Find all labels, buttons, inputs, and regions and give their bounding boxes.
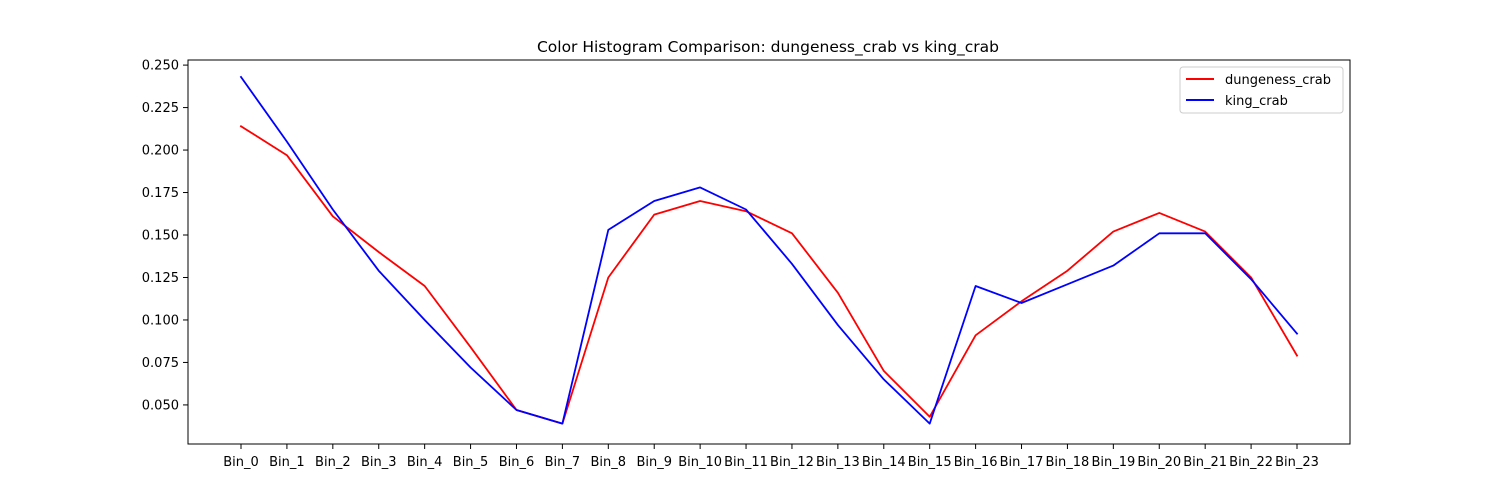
y-tick-label: 0.100 — [142, 313, 179, 328]
x-tick-label: Bin_2 — [315, 455, 351, 470]
series-line-dungeness-crab — [239, 125, 1299, 425]
y-tick-label: 0.200 — [142, 144, 179, 159]
y-tick-label: 0.075 — [142, 356, 179, 371]
x-tick-label: Bin_18 — [1046, 455, 1090, 470]
x-axis-ticks: Bin_0 Bin_1 Bin_2 Bin_3 Bin_4 Bin_5 Bin_6 Bin_7… — [223, 444, 1319, 470]
x-tick-label: Bin_23 — [1275, 455, 1319, 470]
x-tick-label: Bin_5 — [453, 455, 489, 470]
x-tick-label: Bin_12 — [770, 455, 814, 470]
x-tick-label: Bin_13 — [816, 455, 860, 470]
series-line-king-crab — [239, 75, 1299, 425]
x-tick-label: Bin_17 — [1000, 455, 1044, 470]
y-tick-label: 0.150 — [142, 229, 179, 244]
x-tick-label: Bin_7 — [545, 455, 581, 470]
plot-lines — [239, 75, 1299, 425]
x-tick-label: Bin_4 — [407, 455, 443, 470]
x-tick-label: Bin_14 — [862, 455, 906, 470]
x-tick-label: Bin_1 — [269, 455, 305, 470]
x-tick-label: Bin_19 — [1091, 455, 1135, 470]
x-tick-label: Bin_3 — [361, 455, 397, 470]
y-tick-label: 0.050 — [142, 398, 179, 413]
legend: dungeness_crab king_crab — [1179, 66, 1344, 114]
legend-label-king-crab: king_crab — [1225, 94, 1288, 109]
legend-label-dungeness-crab: dungeness_crab — [1225, 73, 1331, 88]
y-tick-label: 0.125 — [142, 271, 179, 286]
x-tick-label: Bin_10 — [678, 455, 722, 470]
plot-frame — [187, 59, 1351, 445]
x-tick-label: Bin_8 — [591, 455, 627, 470]
chart-title: Color Histogram Comparison: dungeness_cr… — [537, 38, 999, 57]
x-tick-label: Bin_16 — [954, 455, 998, 470]
x-tick-label: Bin_0 — [223, 455, 259, 470]
x-tick-label: Bin_11 — [724, 455, 768, 470]
x-tick-label: Bin_22 — [1229, 455, 1273, 470]
x-tick-label: Bin_21 — [1183, 455, 1227, 470]
y-tick-label: 0.250 — [142, 59, 179, 74]
x-tick-label: Bin_9 — [636, 455, 672, 470]
x-tick-label: Bin_15 — [908, 455, 952, 470]
y-axis-ticks: 0.050 0.075 0.100 0.125 0.150 0.175 0.200 0.225… — [142, 59, 188, 413]
y-tick-label: 0.225 — [142, 101, 179, 116]
y-tick-label: 0.175 — [142, 186, 179, 201]
legend-box — [1179, 66, 1344, 114]
x-tick-label: Bin_20 — [1137, 455, 1181, 470]
x-tick-label: Bin_6 — [499, 455, 535, 470]
